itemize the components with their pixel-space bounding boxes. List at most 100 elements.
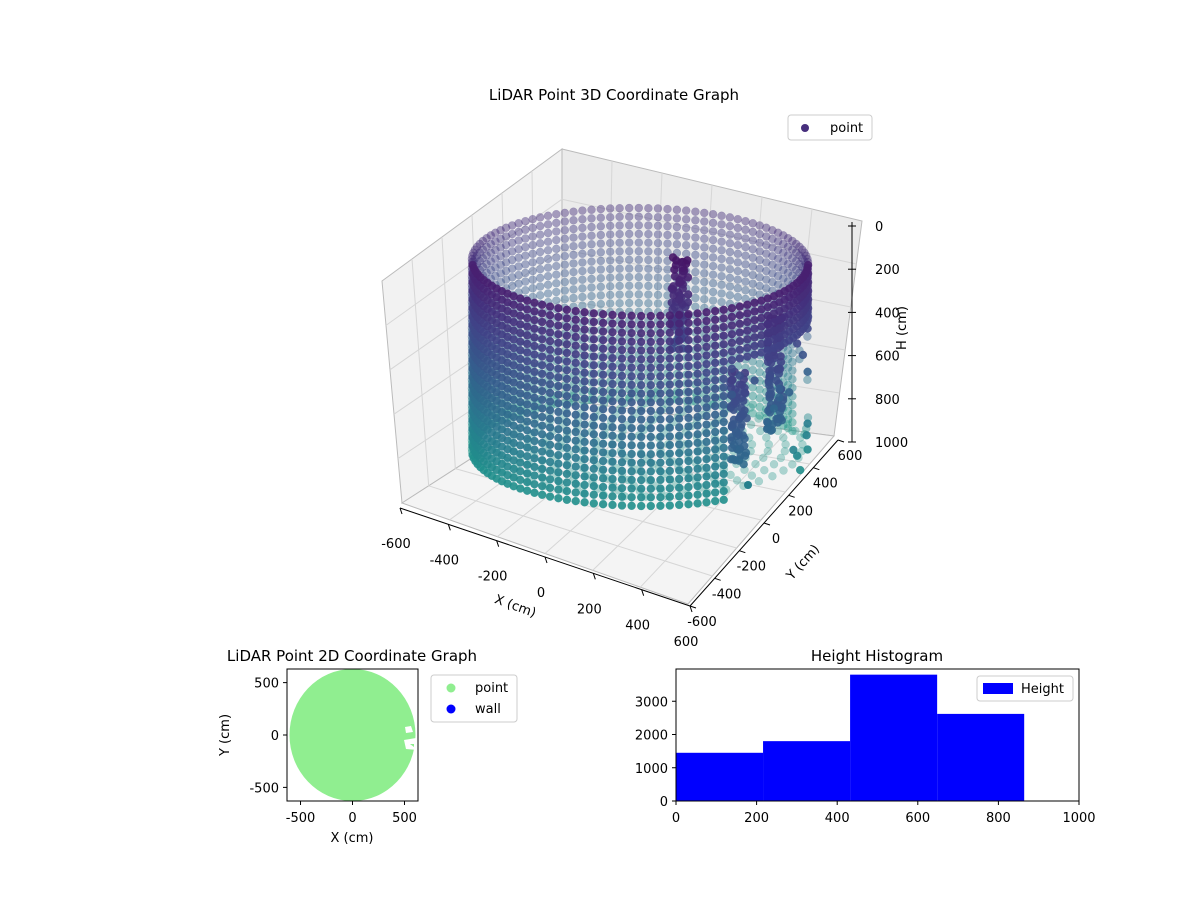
point-marker [673, 232, 681, 240]
point-marker [523, 426, 531, 434]
point-marker [554, 486, 562, 494]
point-marker [523, 297, 531, 305]
point-marker [618, 346, 626, 354]
point-marker [523, 478, 531, 486]
point-marker [637, 476, 645, 484]
point-marker [644, 265, 652, 273]
point-marker [561, 209, 569, 217]
point-marker [635, 265, 643, 273]
point-marker [720, 392, 728, 400]
point-marker [531, 437, 539, 445]
x-tick-label: -400 [430, 553, 460, 568]
point-marker [563, 306, 571, 314]
point-marker [552, 219, 560, 227]
histogram-bar [676, 753, 763, 801]
point-marker [703, 429, 711, 437]
point-marker [599, 483, 607, 491]
point-marker [536, 274, 544, 282]
x-tick-label-2d: 500 [392, 811, 417, 826]
point-marker [523, 357, 531, 365]
point-marker [523, 400, 531, 408]
point-marker [554, 494, 562, 502]
point-marker [618, 355, 626, 363]
point-marker [644, 282, 652, 290]
point-marker [572, 480, 580, 488]
point-marker [709, 262, 717, 270]
point-marker [618, 467, 626, 475]
x-axis-label: X (cm) [492, 592, 538, 621]
point-marker [685, 310, 693, 318]
point-marker [536, 291, 544, 299]
y-tick-label-2d: 500 [254, 677, 279, 692]
x-tick-label-hist: 200 [744, 811, 769, 826]
y-tick-label: -400 [712, 587, 742, 602]
point-marker [700, 261, 708, 269]
point-marker [590, 370, 598, 378]
point-marker [647, 407, 655, 415]
point-marker [637, 450, 645, 458]
point-marker [572, 333, 580, 341]
point-marker [544, 220, 552, 228]
point-marker [755, 415, 763, 423]
point-marker [694, 482, 702, 490]
point-marker [656, 441, 664, 449]
point-marker [654, 248, 662, 256]
x-tick-label: 0 [537, 586, 545, 601]
point-marker [538, 301, 546, 309]
point-marker [552, 245, 560, 253]
point-marker [609, 337, 617, 345]
point-marker [734, 215, 742, 223]
point-marker [588, 232, 596, 240]
point-marker [572, 411, 580, 419]
point-marker [529, 241, 537, 249]
point-marker [563, 314, 571, 322]
point-marker [572, 316, 580, 324]
point-marker [703, 438, 711, 446]
point-marker [751, 342, 759, 350]
point-marker [703, 464, 711, 472]
point-marker [581, 386, 589, 394]
point-marker [666, 381, 674, 389]
point-marker [538, 361, 546, 369]
point-marker [726, 239, 734, 247]
point-marker [736, 303, 744, 311]
chart-3d: LiDAR Point 3D Coordinate Graph -600-400… [381, 86, 910, 650]
point-marker [734, 293, 742, 301]
point-marker [656, 346, 664, 354]
point-marker [720, 470, 728, 478]
point-marker [546, 441, 554, 449]
point-marker [637, 398, 645, 406]
point-marker [718, 281, 726, 289]
point-marker [709, 228, 717, 236]
point-marker [685, 414, 693, 422]
point-marker [720, 435, 728, 443]
y-tick [838, 440, 844, 442]
point-marker [588, 258, 596, 266]
point-marker [572, 454, 580, 462]
point-marker [675, 337, 683, 345]
point-marker [703, 352, 711, 360]
point-marker [625, 247, 633, 255]
point-marker [647, 442, 655, 450]
point-marker [590, 396, 598, 404]
point-marker [700, 278, 708, 286]
point-marker [637, 502, 645, 510]
point-marker [570, 225, 578, 233]
point-marker [734, 284, 742, 292]
point-marker [531, 351, 539, 359]
point-marker [599, 457, 607, 465]
point-marker [635, 204, 643, 212]
point-marker [590, 499, 598, 507]
y-tick-label-hist: 2000 [635, 729, 668, 744]
point-marker [735, 431, 743, 439]
point-marker [711, 480, 719, 488]
point-marker [606, 248, 614, 256]
point-marker [647, 493, 655, 501]
point-marker [647, 355, 655, 363]
point-marker [554, 356, 562, 364]
point-marker [531, 316, 539, 324]
point-marker [544, 264, 552, 272]
point-marker [581, 438, 589, 446]
point-marker [703, 369, 711, 377]
point-marker [606, 222, 614, 230]
